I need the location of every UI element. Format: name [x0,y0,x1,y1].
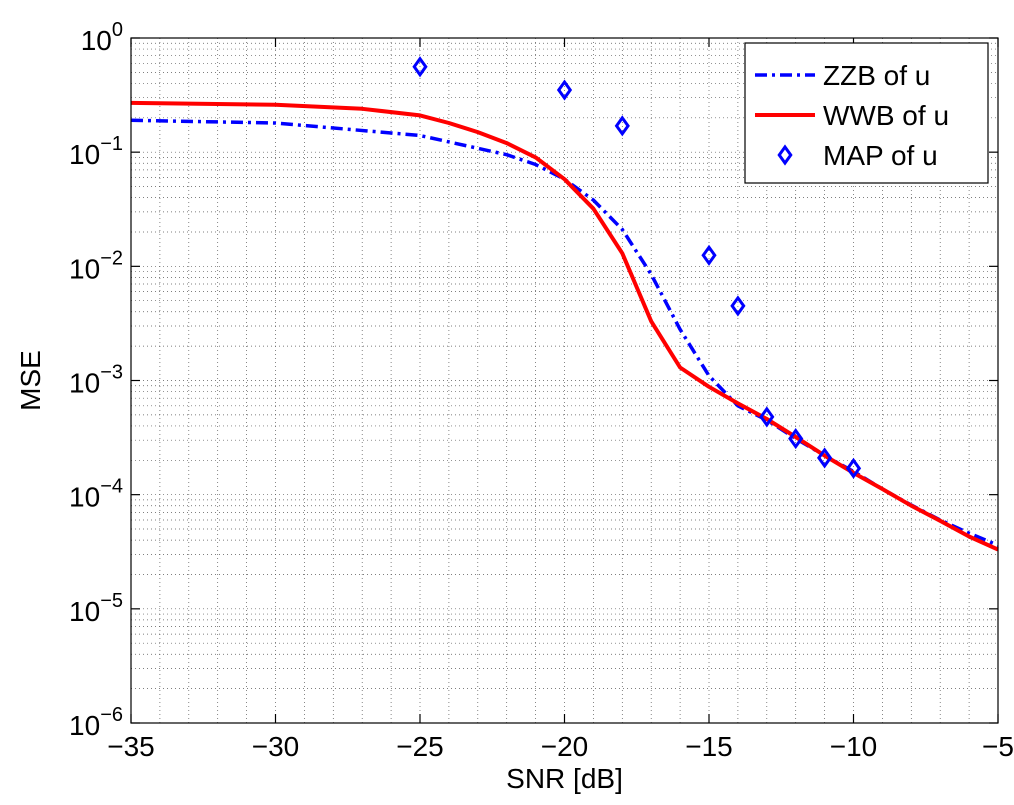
y-tick-label: 10−5 [69,590,123,627]
map-marker [845,457,862,479]
map-marker [816,447,833,469]
series-layer [130,56,999,552]
legend-label: MAP of u [823,140,938,171]
x-tick-label: −5 [982,731,1014,762]
map-marker [730,295,746,317]
legend-swatch-map [777,144,793,166]
map-marker [701,244,717,266]
y-tick-label: 10−1 [69,133,123,170]
map-marker [788,428,804,450]
map-marker [412,56,428,78]
x-axis-title: SNR [dB] [506,763,623,794]
x-tick-label: −20 [541,731,589,762]
x-tick-label: −15 [685,731,733,762]
x-tick-label: −35 [107,731,155,762]
ticks-layer [130,37,999,724]
y-tick-label: 10−2 [69,247,123,284]
y-tick-label: 10−4 [69,476,123,513]
x-tick-label: −30 [252,731,300,762]
map-marker [556,79,573,101]
map-marker [759,406,775,428]
y-tick-label: 10−6 [69,704,123,741]
y-tick-label: 10−3 [69,362,123,399]
legend: ZZB of u WWB of u MAP of u [744,42,989,184]
grid-layer [131,38,998,723]
x-tick-label: −10 [830,731,878,762]
y-tick-label: 100 [81,19,123,56]
wwb-line [130,100,999,552]
x-tick-label: −25 [396,731,444,762]
y-axis-title: MSE [15,350,46,411]
map-marker [614,115,630,137]
legend-label: ZZB of u [823,60,930,91]
legend-label: WWB of u [823,100,949,131]
labels-layer: −35 −30 −25 −20 −15 −10 −5 10−6 10−5 10−4 10−3 10−2… [69,19,1014,762]
